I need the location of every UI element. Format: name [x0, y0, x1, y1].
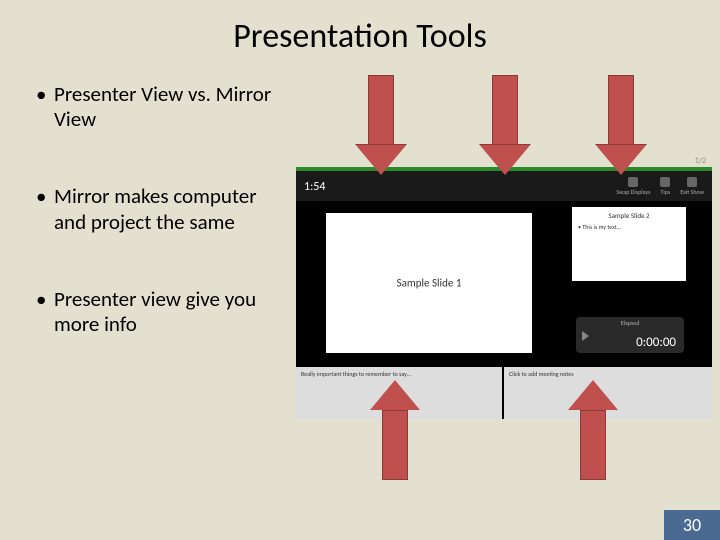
next-slide-title: Sample Slide 2	[578, 211, 680, 220]
swap-displays-button: Swap Displays	[616, 177, 650, 196]
bullet-item: Presenter view give you more info	[36, 287, 286, 337]
arrow-down-icon	[492, 75, 518, 175]
topbar-buttons: Swap Displays Tips Exit Show	[616, 177, 704, 196]
exit-icon	[687, 177, 697, 187]
arrow-up-icon	[382, 380, 408, 480]
timer-label: Elapsed	[576, 319, 684, 327]
bullet-list: Presenter View vs. Mirror View Mirror ma…	[36, 82, 286, 389]
tips-button: Tips	[660, 177, 670, 196]
arrow-down-icon	[608, 75, 634, 175]
page-count: 1/2	[695, 156, 706, 166]
bullet-item: Mirror makes computer and project the sa…	[36, 184, 286, 234]
exit-show-button: Exit Show	[680, 177, 704, 196]
tips-icon	[660, 177, 670, 187]
presenter-topbar: 1:54 Swap Displays Tips Exit Show	[296, 171, 712, 201]
meeting-notes-text: Click to add meeting notes	[504, 367, 712, 381]
presenter-view-screenshot: 1/2 1:54 Swap Displays Tips Exit Show Sa…	[296, 167, 712, 419]
current-slide-label: Sample Slide 1	[397, 277, 462, 290]
next-slide-bullet: • This is my text…	[578, 223, 680, 231]
elapsed-timer: Elapsed 0:00:00	[576, 317, 684, 353]
speaker-notes-text: Really important things to remember to s…	[296, 367, 502, 381]
arrow-down-icon	[368, 75, 394, 175]
next-slide-preview: Sample Slide 2 • This is my text…	[572, 207, 686, 281]
clock-display: 1:54	[304, 180, 325, 194]
slide-number: 30	[664, 510, 720, 540]
arrow-up-icon	[580, 380, 606, 480]
bullet-item: Presenter View vs. Mirror View	[36, 82, 286, 132]
timer-value: 0:00:00	[636, 335, 676, 350]
swap-icon	[628, 177, 638, 187]
play-icon	[582, 331, 589, 341]
slide-title: Presentation Tools	[0, 0, 720, 57]
current-slide-preview: Sample Slide 1	[326, 213, 532, 353]
